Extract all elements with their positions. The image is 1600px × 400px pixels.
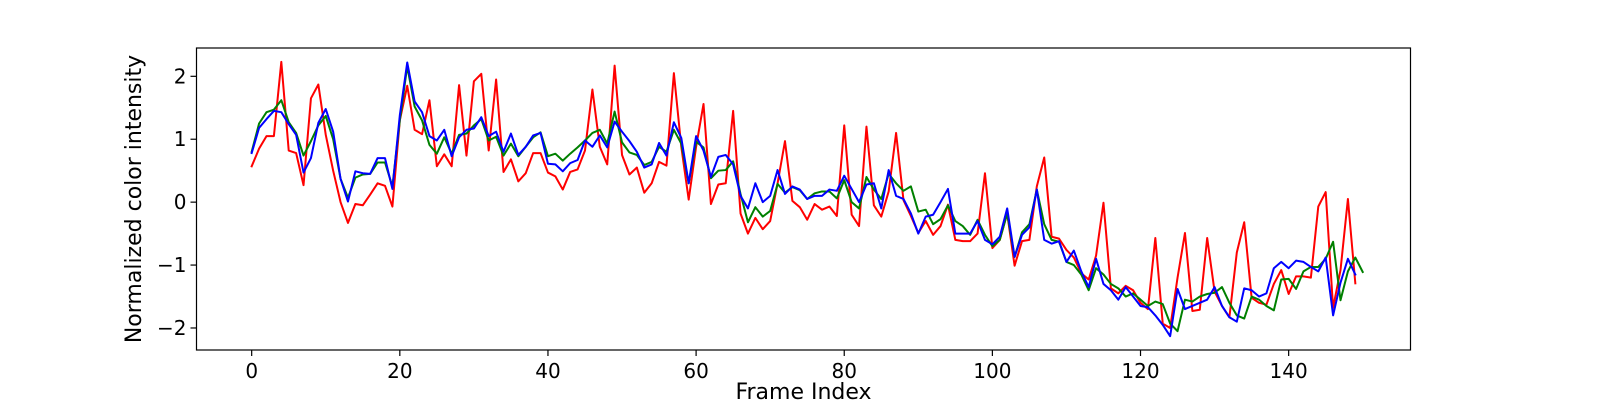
y-axis-label: Normalized color intensity (122, 55, 147, 343)
x-tick-label: 100 (973, 359, 1011, 383)
x-tick-label: 80 (832, 359, 857, 383)
y-tick-label: −2 (157, 316, 186, 340)
x-tick-label: 20 (387, 359, 412, 383)
x-tick-label: 140 (1270, 359, 1308, 383)
y-axis: −2 −1 0 1 2 (157, 64, 197, 340)
x-tick-label: 60 (683, 359, 708, 383)
series-line-1 (250, 60, 1357, 329)
x-tick-label: 0 (245, 359, 258, 383)
series-layer (250, 60, 1365, 338)
y-tick-label: 0 (174, 190, 187, 214)
x-axis-label: Frame Index (735, 380, 871, 400)
x-axis: 0 20 40 60 80 100 120 140 (245, 350, 1308, 383)
x-tick-label: 40 (535, 359, 560, 383)
x-tick-label: 120 (1121, 359, 1159, 383)
plot-frame (195, 47, 1412, 351)
y-tick-label: 2 (174, 64, 187, 88)
series-line-3 (250, 61, 1357, 338)
y-tick-label: −1 (157, 253, 186, 277)
y-tick-label: 1 (174, 127, 187, 151)
